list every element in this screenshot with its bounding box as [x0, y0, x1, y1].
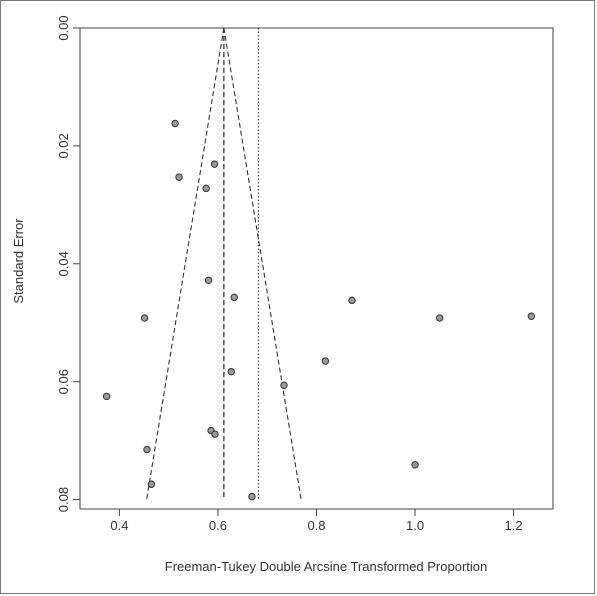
data-point: [171, 119, 179, 128]
x-axis-label: Freeman-Tukey Double Arcsine Transformed…: [165, 559, 488, 574]
x-tick-label: 1.2: [505, 518, 523, 533]
data-point: [102, 392, 111, 401]
data-point: [227, 367, 235, 376]
y-tick-label: 0.08: [56, 487, 71, 512]
data-point: [204, 276, 213, 284]
data-point: [147, 480, 156, 488]
x-tick-label: 0.8: [307, 518, 325, 533]
x-axis: 0.4 0.6 0.8 1.0 1.2: [110, 509, 523, 533]
funnel-right-bound: [223, 27, 302, 500]
data-point: [321, 357, 330, 365]
data-points: [102, 119, 536, 501]
data-point: [348, 296, 356, 305]
data-point: [211, 430, 219, 438]
x-tick-label: 1.0: [406, 518, 424, 533]
y-tick-label: 0.00: [56, 15, 71, 40]
data-point: [202, 184, 210, 193]
data-point: [210, 160, 219, 168]
data-point: [140, 314, 149, 322]
data-point: [143, 445, 151, 454]
y-tick-label: 0.06: [56, 369, 71, 394]
y-tick-label: 0.04: [56, 251, 71, 276]
data-point: [435, 314, 444, 322]
data-point: [527, 312, 536, 320]
y-tick-label: 0.02: [56, 133, 71, 158]
x-tick-label: 0.6: [209, 518, 227, 533]
y-axis: 0.00 0.02 0.04 0.06 0.08: [56, 15, 80, 512]
y-axis-label: Standard Error: [11, 218, 26, 304]
data-point: [248, 492, 256, 501]
funnel-lines: [146, 27, 302, 500]
data-point: [175, 173, 183, 181]
plot-area-box: [79, 27, 554, 510]
data-point: [411, 461, 419, 469]
data-point: [280, 381, 288, 389]
data-point: [230, 293, 238, 302]
x-tick-label: 0.4: [110, 518, 128, 533]
